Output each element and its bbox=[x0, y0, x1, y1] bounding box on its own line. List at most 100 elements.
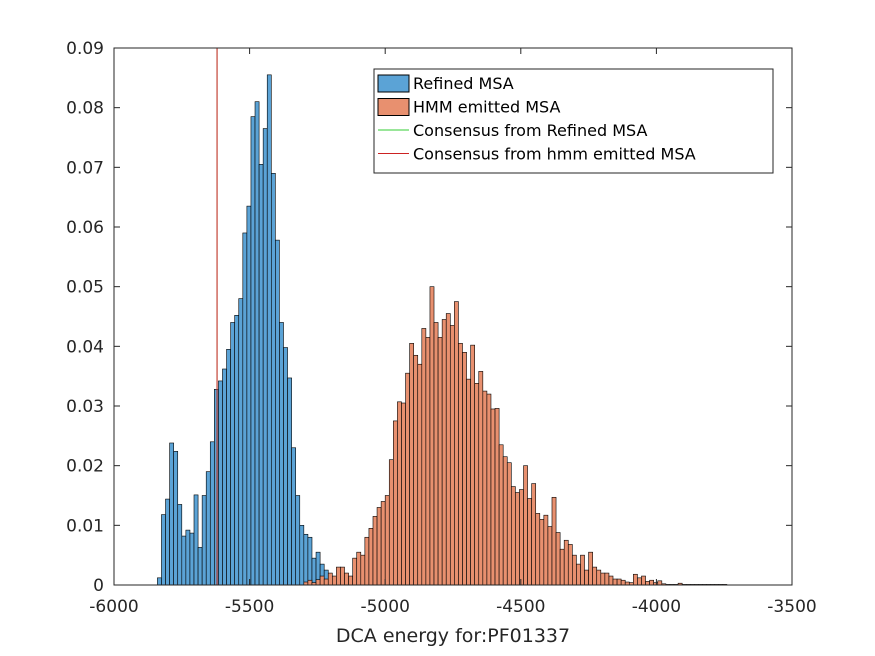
y-tick-label: 0.01 bbox=[66, 516, 104, 536]
refined-msa-bar-19 bbox=[234, 315, 240, 586]
refined-msa-bar-27 bbox=[266, 74, 272, 586]
hmm-emitted-msa-bar-63 bbox=[559, 548, 565, 586]
refined-msa-bar-18 bbox=[230, 322, 235, 586]
hmm-emitted-msa-bar-5 bbox=[323, 578, 329, 586]
refined-msa-bar-14 bbox=[214, 388, 219, 586]
hmm-emitted-msa-bar-62 bbox=[555, 532, 561, 586]
hmm-emitted-msa-bar-15 bbox=[364, 536, 370, 586]
hmm-emitted-msa-bar-57 bbox=[535, 513, 541, 586]
legend-box bbox=[373, 68, 774, 174]
hmm-emitted-msa-bar-51 bbox=[511, 486, 516, 586]
refined-msa-bar-4 bbox=[173, 451, 179, 586]
legend-label-consensus-refined: Consensus from Refined MSA bbox=[413, 121, 647, 140]
refined-msa-bar-6 bbox=[181, 535, 187, 586]
hmm-emitted-msa-bar-49 bbox=[502, 456, 508, 586]
hmm-emitted-msa-bar-72 bbox=[596, 569, 602, 586]
refined-msa-bar-12 bbox=[205, 471, 211, 586]
legend-label-consensus-hmm: Consensus from hmm emitted MSA bbox=[413, 145, 696, 164]
hmm-emitted-msa-bar-87 bbox=[657, 580, 663, 586]
hmm-emitted-msa-bar-8 bbox=[336, 566, 341, 586]
refined-msa-bar-3 bbox=[169, 442, 174, 586]
refined-msa-bar-31 bbox=[283, 347, 288, 586]
hmm-emitted-msa-bar-39 bbox=[462, 351, 467, 586]
hmm-emitted-msa-bar-14 bbox=[360, 554, 366, 586]
hmm-emitted-msa-bar-28 bbox=[417, 363, 423, 586]
hmm-emitted-msa-bar-40 bbox=[466, 378, 471, 586]
hmm-emitted-msa-bar-10 bbox=[344, 572, 349, 586]
refined-msa-bar-32 bbox=[287, 377, 292, 586]
refined-msa-bar-17 bbox=[226, 349, 231, 586]
hmm-emitted-msa-bar-69 bbox=[584, 569, 589, 586]
refined-msa-bar-22 bbox=[246, 205, 252, 586]
hmm-emitted-msa-bar-30 bbox=[425, 337, 431, 586]
hmm-emitted-msa-bar-75 bbox=[608, 575, 614, 586]
refined-msa-bar-28 bbox=[270, 173, 276, 586]
hmm-emitted-msa-bar-16 bbox=[368, 528, 374, 586]
legend-label-refined-msa: Refined MSA bbox=[413, 74, 514, 93]
refined-msa-bar-20 bbox=[238, 298, 244, 586]
refined-msa-bar-21 bbox=[242, 232, 248, 586]
refined-msa-bar-36 bbox=[303, 533, 309, 586]
hmm-emitted-msa-bar-31 bbox=[429, 286, 435, 586]
hmm-emitted-msa-bar-82 bbox=[637, 577, 642, 586]
legend-label-hmm-emitted-msa: HMM emitted MSA bbox=[413, 98, 560, 117]
refined-msa-bar-9 bbox=[193, 494, 199, 586]
x-tick-label: -4500 bbox=[496, 597, 545, 617]
y-axis: 0 0.01 0.02 0.03 0.04 0.05 0.06 0.07 0.08 0.09 bbox=[66, 39, 792, 596]
hmm-emitted-msa-bar-25 bbox=[405, 372, 410, 586]
hmm-emitted-msa-bar-84 bbox=[645, 581, 650, 586]
hmm-emitted-msa-bar-21 bbox=[388, 459, 394, 586]
hmm-emitted-msa-bar-26 bbox=[409, 343, 414, 586]
y-tick-label: 0.03 bbox=[66, 397, 104, 417]
hmm-emitted-msa-bar-17 bbox=[372, 516, 378, 586]
refined-msa-bar-8 bbox=[189, 532, 195, 586]
hmm-emitted-msa-bar-56 bbox=[531, 483, 537, 586]
plot-frame bbox=[113, 47, 793, 586]
hmm-emitted-msa-bar-4 bbox=[319, 575, 325, 586]
hmm-emitted-msa-bar-64 bbox=[563, 539, 569, 586]
refined-msa-bar-33 bbox=[291, 447, 297, 586]
refined-msa-bar-23 bbox=[250, 116, 256, 586]
hmm-emitted-msa-bar-42 bbox=[474, 383, 480, 586]
hmm-emitted-msa-bar-24 bbox=[401, 402, 406, 586]
x-tick-label: -3500 bbox=[767, 597, 816, 617]
y-tick-label: 0.09 bbox=[66, 39, 104, 59]
hmm-emitted-msa-bar-12 bbox=[352, 557, 358, 586]
refined-msa-bar-5 bbox=[177, 504, 183, 586]
hmm-emitted-msa-bar-68 bbox=[580, 554, 585, 586]
hmm-emitted-msa-bar-58 bbox=[539, 519, 545, 586]
hmm-emitted-msa-bar-71 bbox=[592, 566, 598, 586]
refined-msa-bar-25 bbox=[258, 164, 264, 586]
hmm-emitted-msa-bar-46 bbox=[490, 408, 496, 586]
refined-msa-bar-0 bbox=[157, 577, 162, 586]
hmm-emitted-msa-bar-47 bbox=[494, 408, 500, 586]
hmm-emitted-msa-bar-60 bbox=[547, 526, 553, 586]
x-axis-title: DCA energy for:PF01337 bbox=[336, 625, 570, 647]
y-tick-label: 0.06 bbox=[66, 218, 104, 238]
hmm-emitted-msa-bar-29 bbox=[421, 328, 427, 586]
refined-msa-bar-10 bbox=[197, 547, 203, 586]
refined-msa-bar-26 bbox=[262, 128, 268, 586]
refined-msa-bar-13 bbox=[209, 441, 215, 586]
hmm-emitted-msa-bar-11 bbox=[348, 575, 353, 586]
refined-msa-bar-34 bbox=[295, 495, 301, 586]
hmm-emitted-msa-bar-43 bbox=[478, 371, 484, 586]
hmm-emitted-msa-bar-76 bbox=[612, 578, 618, 586]
hmm-emitted-msa-bar-19 bbox=[380, 501, 386, 586]
hmm-emitted-msa-bar-45 bbox=[486, 393, 492, 586]
y-tick-label: 0.04 bbox=[66, 337, 104, 357]
x-tick-label: -5500 bbox=[225, 597, 274, 617]
hmm-emitted-msa-bar-41 bbox=[470, 344, 475, 586]
hmm-emitted-msa-bar-3 bbox=[315, 579, 321, 586]
refined-msa-bar-7 bbox=[185, 529, 191, 586]
refined-msa-bar-37 bbox=[307, 536, 313, 586]
hmm-emitted-msa-bar-38 bbox=[458, 343, 463, 586]
hmm-emitted-msa-bar-48 bbox=[498, 444, 504, 586]
hmm-emitted-msa-bar-65 bbox=[567, 544, 573, 586]
hmm-emitted-msa-bar-1 bbox=[307, 579, 313, 586]
hmm-emitted-msa-bar-53 bbox=[519, 489, 524, 586]
hmm-emitted-msa-bar-27 bbox=[413, 354, 419, 586]
hmm-emitted-msa-bar-13 bbox=[356, 551, 362, 586]
refined-msa-bar-24 bbox=[254, 101, 260, 586]
